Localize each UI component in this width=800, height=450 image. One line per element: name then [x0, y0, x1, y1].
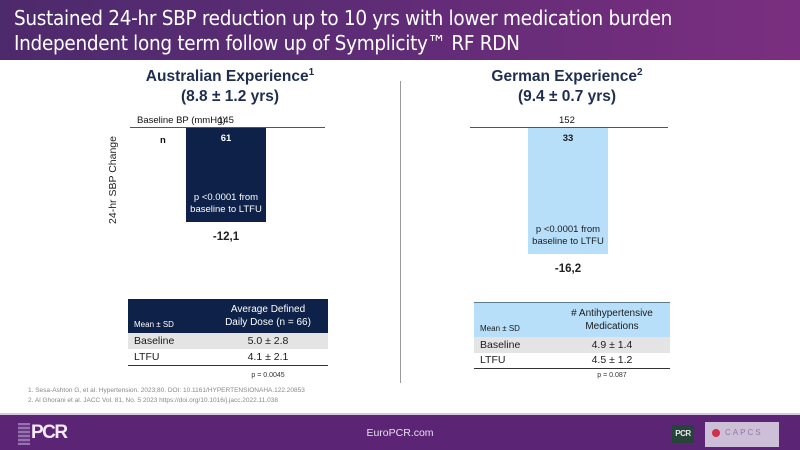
slide-subtitle: Independent long term follow up of Sympl… [14, 31, 520, 55]
dose-header-line1: Average Defined [230, 304, 306, 315]
australian-table-p-value: p = 0.0045 [251, 372, 285, 379]
footer-url-link[interactable]: EuroPCR.com [366, 427, 434, 439]
australian-panel-title: Australian Experience1 (8.8 ± 1.2 yrs) [110, 67, 350, 107]
australian-bar: 61 p <0.0001 from baseline to LTFU [186, 128, 266, 223]
row-label: LTFU [128, 349, 208, 366]
slide-header: Sustained 24-hr SBP reduction up to 10 y… [0, 0, 800, 60]
german-p-line2: baseline to LTFU [532, 236, 604, 247]
australian-baseline-bp: 145 [218, 115, 234, 126]
capcs-logo-text: CAPCS [725, 428, 763, 437]
logo-text: PCR [31, 422, 68, 443]
australian-bar-value: -12,1 [212, 231, 240, 244]
logo-stripes-icon [18, 423, 30, 445]
mean-sd-header: Mean ± SD [474, 302, 554, 337]
german-medications-table: Mean ± SD # Antihypertensive Medications… [474, 302, 670, 369]
german-baseline-axis [470, 127, 668, 128]
german-title: German Experience [491, 68, 638, 85]
medications-header-line1: # Antihypertensive [571, 307, 653, 319]
table-row: LTFU 4.1 ± 2.1 [128, 349, 328, 366]
dose-header-line2: Daily Dose (n = 66) [225, 317, 311, 328]
australian-dose-table: Mean ± SD Average Defined Daily Dose (n … [128, 299, 328, 366]
references: 1. Sesa-Ashton G, et al. Hypertension. 2… [28, 386, 305, 406]
german-ref-sup: 2 [637, 67, 643, 78]
australian-baseline-axis [130, 127, 325, 128]
reference-2: 2. Al Ghorani et al. JACC Vol. 81, No. 5… [28, 397, 278, 404]
slide-footer: PCR EuroPCR.com PCR CAPCS [0, 413, 800, 450]
table-row: Baseline 4.9 ± 1.4 [474, 336, 670, 353]
pcr-small-logo: PCR [672, 425, 694, 443]
n-label: n [160, 135, 166, 146]
australian-title: Australian Experience [145, 68, 309, 85]
heart-icon [712, 429, 720, 437]
australian-duration: (8.8 ± 1.2 yrs) [180, 88, 280, 105]
y-axis-label: 24-hr SBP Change [107, 136, 119, 224]
row-value: 4.5 ± 1.2 [554, 352, 670, 369]
row-value: 4.1 ± 2.1 [208, 349, 328, 366]
row-value: 4.9 ± 1.4 [554, 336, 670, 353]
german-bar-value: -16,2 [554, 263, 582, 275]
row-label: Baseline [474, 336, 554, 353]
mean-sd-header: Mean ± SD [128, 299, 208, 333]
australian-p-line1: p <0.0001 from [193, 192, 259, 204]
german-p-line1: p <0.0001 from [535, 224, 601, 235]
german-bar: 33 p <0.0001 from baseline to LTFU [528, 128, 608, 254]
slide-title: Sustained 24-hr SBP reduction up to 10 y… [14, 6, 673, 30]
capcs-logo: CAPCS [705, 422, 779, 447]
row-value: 5.0 ± 2.8 [208, 333, 328, 349]
table-row: LTFU 4.5 ± 1.2 [474, 352, 670, 369]
row-label: LTFU [474, 352, 554, 369]
dose-column-header: Average Defined Daily Dose (n = 66) [208, 299, 328, 333]
table-row: Baseline 5.0 ± 2.8 [128, 333, 328, 349]
australian-n: 61 [220, 133, 232, 144]
table-header-row: Mean ± SD Average Defined Daily Dose (n … [128, 299, 328, 333]
panel-divider [400, 81, 401, 383]
german-bar-p-annotation: p <0.0001 from baseline to LTFU [528, 224, 608, 248]
australian-p-line2: baseline to LTFU [190, 204, 262, 216]
australian-bar-p-annotation: p <0.0001 from baseline to LTFU [186, 192, 266, 216]
german-duration: (9.4 ± 0.7 yrs) [517, 88, 617, 105]
medications-column-header: # Antihypertensive Medications [554, 302, 670, 337]
german-baseline-bp: 152 [559, 115, 575, 126]
german-n: 33 [562, 133, 574, 144]
german-table-p-value: p = 0.087 [597, 372, 627, 379]
reference-1: 1. Sesa-Ashton G, et al. Hypertension. 2… [28, 387, 305, 394]
europcr-logo[interactable]: PCR [18, 421, 78, 447]
australian-ref-sup: 1 [308, 67, 315, 78]
table-header-row: Mean ± SD # Antihypertensive Medications [474, 302, 670, 337]
german-panel-title: German Experience2 (9.4 ± 0.7 yrs) [447, 67, 687, 107]
baseline-bp-label: Baseline BP (mmHg) [137, 115, 226, 126]
medications-header-line2: Medications [585, 320, 639, 332]
row-label: Baseline [128, 333, 208, 349]
